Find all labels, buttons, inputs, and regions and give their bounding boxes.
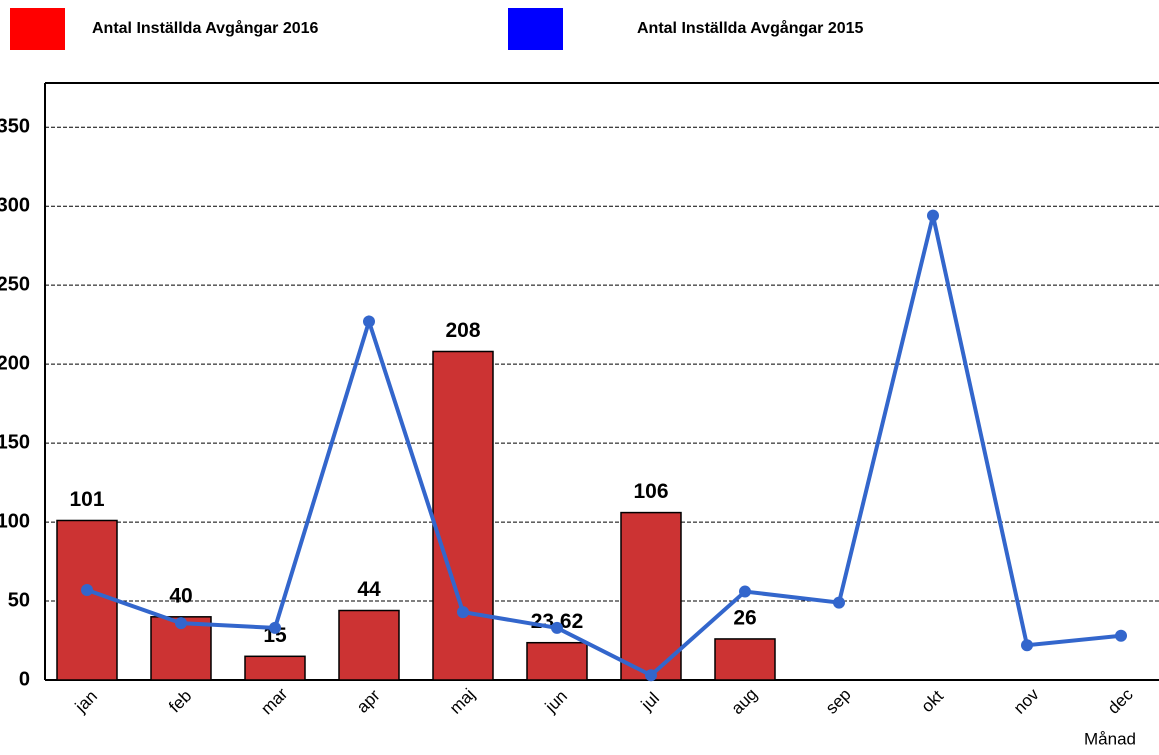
line-marker [363, 315, 375, 328]
x-tick-label: apr [353, 686, 384, 717]
line-marker [551, 621, 563, 634]
y-tick-label: 100 [0, 510, 30, 532]
line-marker [927, 209, 939, 222]
y-tick-label: 150 [0, 431, 30, 453]
y-tick-label: 300 [0, 194, 30, 216]
line-marker [81, 583, 93, 596]
x-tick-label: dec [1104, 685, 1137, 718]
legend-swatch [10, 8, 65, 50]
line-marker [739, 585, 751, 598]
x-tick-label: jan [71, 687, 101, 717]
data-label: 208 [445, 319, 480, 342]
line-marker [175, 617, 187, 630]
x-axis-label: Månad [1084, 729, 1136, 748]
data-label: 44 [357, 578, 381, 601]
x-tick-label: aug [728, 685, 761, 718]
line [86, 215, 1122, 678]
y-tick-label: 200 [0, 352, 30, 374]
line-marker [457, 606, 469, 619]
bar [244, 655, 306, 681]
y-tick-label: 350 [0, 116, 30, 138]
legend-label: Antal Inställda Avgångar 2016 [92, 19, 319, 37]
data-label: 26 [733, 606, 756, 629]
bar [714, 638, 776, 681]
legend-label: Antal Inställda Avgångar 2015 [637, 19, 864, 37]
x-tick-label: okt [918, 686, 948, 716]
y-tick-label: 250 [0, 273, 30, 295]
line-marker [1115, 629, 1127, 642]
x-tick-label: mar [257, 684, 291, 718]
bar [432, 350, 494, 681]
x-tick-label: sep [822, 685, 855, 718]
data-label: 40 [169, 584, 192, 607]
y-tick-label: 50 [8, 589, 30, 611]
line-marker [833, 596, 845, 609]
data-label: 15 [263, 624, 287, 647]
x-tick-label: jun [541, 687, 571, 717]
data-label: 101 [69, 488, 104, 511]
bar [56, 519, 118, 681]
bar [338, 609, 400, 681]
bar [620, 511, 682, 681]
x-tick-label: jul [637, 689, 663, 715]
y-tick-label: 0 [19, 668, 30, 690]
x-tick-label: maj [446, 685, 479, 718]
x-tick-label: feb [165, 686, 195, 716]
bar [526, 641, 588, 681]
x-tick-label: nov [1010, 685, 1043, 718]
line-marker [645, 669, 657, 682]
legend-swatch [508, 8, 563, 50]
line-marker [269, 621, 281, 634]
line-marker [1021, 639, 1033, 652]
data-label: 106 [633, 480, 668, 503]
